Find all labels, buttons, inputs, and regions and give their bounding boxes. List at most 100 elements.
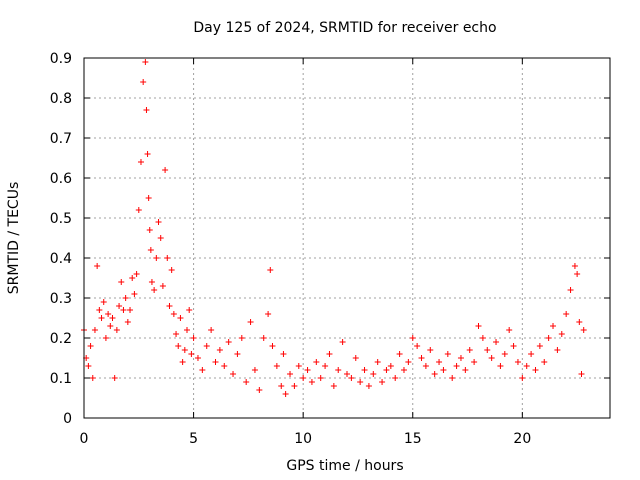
data-point (179, 359, 186, 365)
data-point (216, 347, 223, 353)
data-point (142, 59, 149, 65)
y-tick-label: 0.9 (50, 51, 72, 67)
data-point (186, 307, 193, 313)
data-point (225, 339, 232, 345)
data-point (444, 351, 451, 357)
data-point (304, 367, 311, 373)
data-point (519, 375, 526, 381)
data-point (558, 331, 565, 337)
y-axis-title: SRMTID / TECUs (6, 182, 22, 295)
data-point (107, 323, 114, 329)
data-point (256, 387, 263, 393)
data-point (352, 355, 359, 361)
x-tick-labels: 0 5 10 15 20 (80, 431, 532, 447)
data-point (269, 343, 276, 349)
data-point (449, 375, 456, 381)
data-point (431, 371, 438, 377)
data-point (260, 335, 267, 341)
data-point (523, 363, 530, 369)
grid-lines (84, 58, 610, 418)
data-point (175, 343, 182, 349)
data-point (208, 327, 215, 333)
data-point (580, 327, 587, 333)
data-point (145, 195, 152, 201)
data-point (475, 323, 482, 329)
data-point (344, 371, 350, 377)
data-point (541, 359, 548, 365)
data-point (578, 371, 585, 377)
data-point (453, 363, 460, 369)
data-point (148, 279, 155, 285)
data-point (129, 275, 136, 281)
data-point (157, 235, 164, 241)
data-point (471, 359, 478, 365)
data-point (576, 319, 583, 325)
data-point (484, 347, 491, 353)
data-point (85, 363, 92, 369)
data-point (278, 383, 285, 389)
data-point (131, 291, 138, 297)
data-point (267, 267, 274, 273)
data-point (567, 287, 574, 293)
data-point (563, 311, 570, 317)
data-point (506, 327, 513, 333)
data-point (162, 167, 169, 173)
x-axis-title: GPS time / hours (286, 458, 403, 474)
data-points (81, 59, 587, 397)
x-tick-label: 5 (189, 431, 198, 447)
y-tick-label: 0.1 (50, 371, 72, 387)
x-tick-label: 20 (513, 431, 531, 447)
data-point (405, 359, 412, 365)
data-point (291, 383, 298, 389)
data-point (247, 319, 254, 325)
data-point (120, 307, 127, 313)
data-point (170, 311, 177, 317)
data-point (100, 299, 107, 305)
data-point (137, 159, 144, 165)
data-point (273, 363, 280, 369)
data-point (199, 367, 206, 373)
data-point (144, 151, 151, 157)
data-point (387, 363, 394, 369)
data-point (159, 283, 166, 289)
y-tick-label: 0.7 (50, 131, 72, 147)
data-point (111, 375, 118, 381)
data-point (173, 331, 180, 337)
data-point (418, 355, 425, 361)
data-point (436, 359, 443, 365)
data-point (181, 347, 188, 353)
data-point (514, 359, 521, 365)
data-point (295, 363, 302, 369)
data-point (339, 339, 346, 345)
data-point (348, 375, 355, 381)
data-point (155, 219, 162, 225)
x-tick-label: 10 (294, 431, 312, 447)
y-tick-label: 0.3 (50, 291, 72, 307)
data-point (409, 335, 416, 341)
data-point (116, 303, 123, 309)
y-tick-label: 0.6 (50, 171, 72, 187)
data-point (105, 311, 112, 317)
data-point (462, 367, 469, 373)
data-point (317, 375, 324, 381)
data-point (143, 107, 150, 113)
plot-frame (83, 57, 611, 419)
data-point (493, 339, 500, 345)
data-point (243, 379, 250, 385)
data-point (545, 335, 552, 341)
data-point (94, 263, 101, 269)
data-point (140, 79, 147, 85)
data-point (528, 351, 535, 357)
data-point (554, 347, 561, 353)
x-tick-label: 15 (404, 431, 422, 447)
data-point (536, 343, 543, 349)
data-point (184, 327, 191, 333)
data-point (188, 351, 195, 357)
data-point (265, 311, 272, 317)
data-point (357, 379, 364, 385)
data-point (113, 327, 120, 333)
data-point (190, 335, 197, 341)
data-point (124, 319, 131, 325)
data-point (457, 355, 464, 361)
